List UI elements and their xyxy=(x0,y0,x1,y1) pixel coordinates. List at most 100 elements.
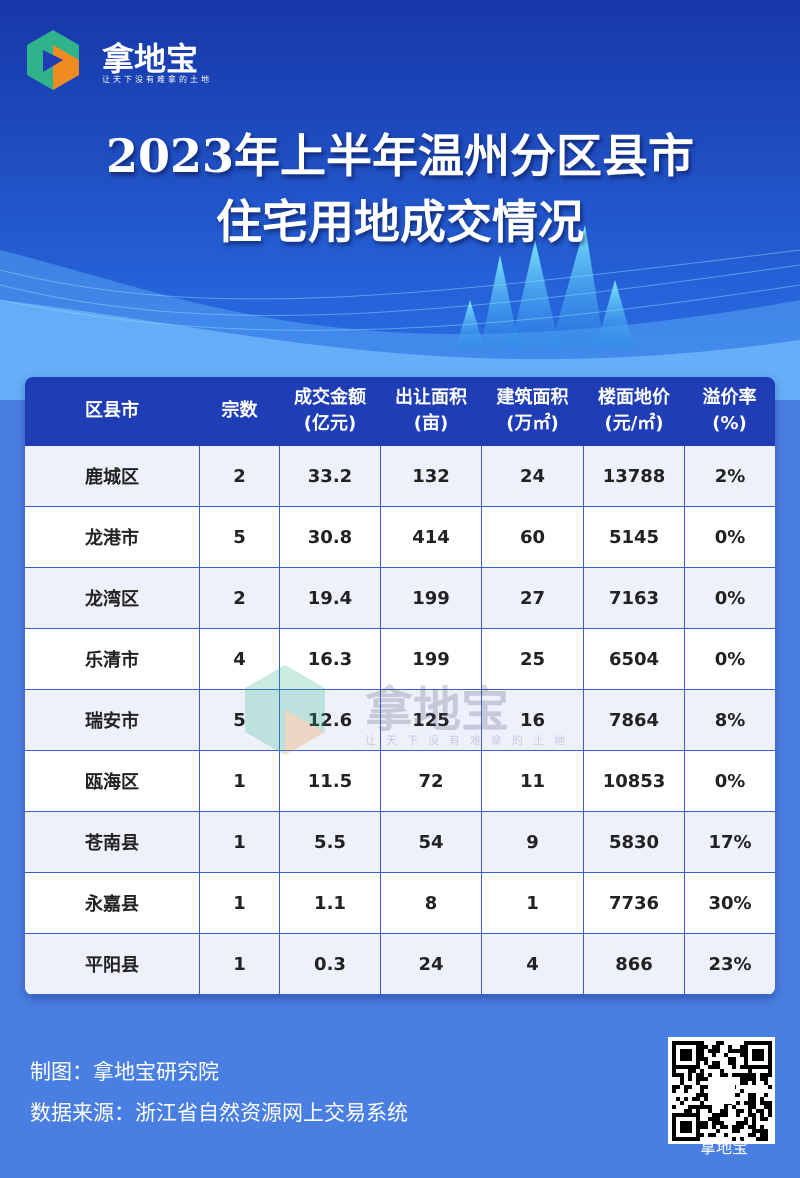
qr-module xyxy=(748,1097,752,1101)
cell: 125 xyxy=(381,690,482,751)
qr-module xyxy=(732,1057,736,1061)
cell: 33.2 xyxy=(280,446,381,507)
cell: 866 xyxy=(584,934,685,995)
qr-module xyxy=(708,1105,712,1109)
qr-module xyxy=(716,1061,720,1065)
qr-module xyxy=(716,1065,720,1069)
qr-module xyxy=(696,1077,700,1081)
qr-module xyxy=(716,1041,720,1045)
qr-module xyxy=(676,1073,680,1077)
qr-module xyxy=(680,1101,684,1105)
qr-module xyxy=(764,1093,768,1097)
qr-module xyxy=(756,1129,760,1133)
header-text: (亿元) xyxy=(303,413,357,434)
wechat-label: 拿地宝 xyxy=(700,1138,749,1157)
qr-module xyxy=(704,1061,708,1065)
qr-module xyxy=(768,1073,772,1077)
qr-module xyxy=(760,1097,764,1101)
qr-module xyxy=(752,1101,756,1105)
qr-module xyxy=(740,1049,744,1053)
qr-module xyxy=(764,1077,768,1081)
qr-module xyxy=(724,1053,728,1057)
qr-module xyxy=(752,1133,756,1137)
header-cell: 出让面积 (亩) xyxy=(381,377,482,446)
cell: 10853 xyxy=(584,751,685,812)
qr-module xyxy=(728,1045,732,1049)
cell: 11.5 xyxy=(280,751,381,812)
header-text: (元/㎡) xyxy=(604,413,664,434)
qr-module xyxy=(696,1109,700,1113)
qr-module xyxy=(704,1085,708,1089)
qr-module xyxy=(672,1069,676,1073)
qr-module xyxy=(700,1069,704,1073)
qr-module xyxy=(716,1121,720,1125)
qr-module xyxy=(744,1101,748,1105)
cell: 8 xyxy=(381,873,482,934)
qr-module xyxy=(768,1105,772,1109)
qr-module xyxy=(736,1129,740,1133)
logo-slogan: 让天下没有难拿的土地 xyxy=(102,75,212,84)
table: 区县市 宗数 成交金额 (亿元) 出让面积 (亩) 建筑面积 (万㎡) 楼面地价 (元/㎡) 溢价率… xyxy=(25,377,775,995)
qr-module xyxy=(736,1093,740,1097)
logo-name: 拿地宝 xyxy=(102,40,199,78)
header-text: 建筑面积 xyxy=(496,387,569,408)
qr-module xyxy=(752,1097,756,1101)
qr-module xyxy=(764,1073,768,1077)
qr-module xyxy=(716,1049,720,1053)
qr-module xyxy=(764,1101,768,1105)
qr-module xyxy=(744,1121,748,1125)
qr-module xyxy=(680,1049,692,1061)
qr-module xyxy=(684,1089,688,1093)
qr-module xyxy=(764,1137,768,1141)
qr-module xyxy=(764,1105,768,1109)
qr-module xyxy=(732,1125,736,1129)
qr-module xyxy=(672,1089,676,1093)
cell: 30% xyxy=(685,873,775,934)
header-text: 成交金额 xyxy=(294,387,366,408)
cell: 4 xyxy=(200,629,280,690)
header-cell: 成交金额 (亿元) xyxy=(280,377,381,446)
qr-module xyxy=(708,1077,735,1104)
cell: 1.1 xyxy=(280,873,381,934)
qr-module xyxy=(740,1065,744,1069)
header-cell: 建筑面积 (万㎡) xyxy=(482,377,584,446)
cell: 132 xyxy=(381,446,482,507)
qr-code xyxy=(668,1037,775,1144)
qr-module xyxy=(680,1077,684,1081)
qr-module xyxy=(748,1073,752,1077)
qr-module xyxy=(672,1085,676,1089)
qr-module xyxy=(748,1133,752,1137)
qr-module xyxy=(764,1081,768,1085)
qr-module xyxy=(752,1121,756,1125)
qr-module xyxy=(756,1137,760,1141)
qr-module xyxy=(752,1125,756,1129)
title-line: 住宅用地成交情况 xyxy=(216,195,584,249)
qr-module xyxy=(696,1093,700,1097)
qr-module xyxy=(752,1113,756,1117)
qr-module xyxy=(744,1073,748,1077)
header-cell: 区县市 xyxy=(25,377,200,446)
qr-module xyxy=(712,1065,716,1069)
cell: 0% xyxy=(685,507,775,568)
cell: 平阳县 xyxy=(25,934,200,995)
qr-module xyxy=(724,1109,728,1113)
cell: 0.3 xyxy=(280,934,381,995)
cell: 8% xyxy=(685,690,775,751)
qr-module xyxy=(752,1105,756,1109)
qr-module xyxy=(720,1069,724,1073)
qr-module xyxy=(720,1113,724,1117)
cell: 2 xyxy=(200,568,280,629)
cell: 瓯海区 xyxy=(25,751,200,812)
qr-module xyxy=(752,1049,764,1061)
qr-module xyxy=(708,1049,712,1053)
qr-module xyxy=(700,1073,704,1077)
qr-module xyxy=(696,1081,700,1085)
qr-module xyxy=(760,1109,764,1113)
qr-module xyxy=(760,1077,764,1081)
qr-module xyxy=(748,1125,752,1129)
qr-module xyxy=(740,1125,744,1129)
cell: 24 xyxy=(381,934,482,995)
qr-module xyxy=(736,1121,740,1125)
qr-module xyxy=(732,1073,736,1077)
qr-module xyxy=(724,1133,728,1137)
